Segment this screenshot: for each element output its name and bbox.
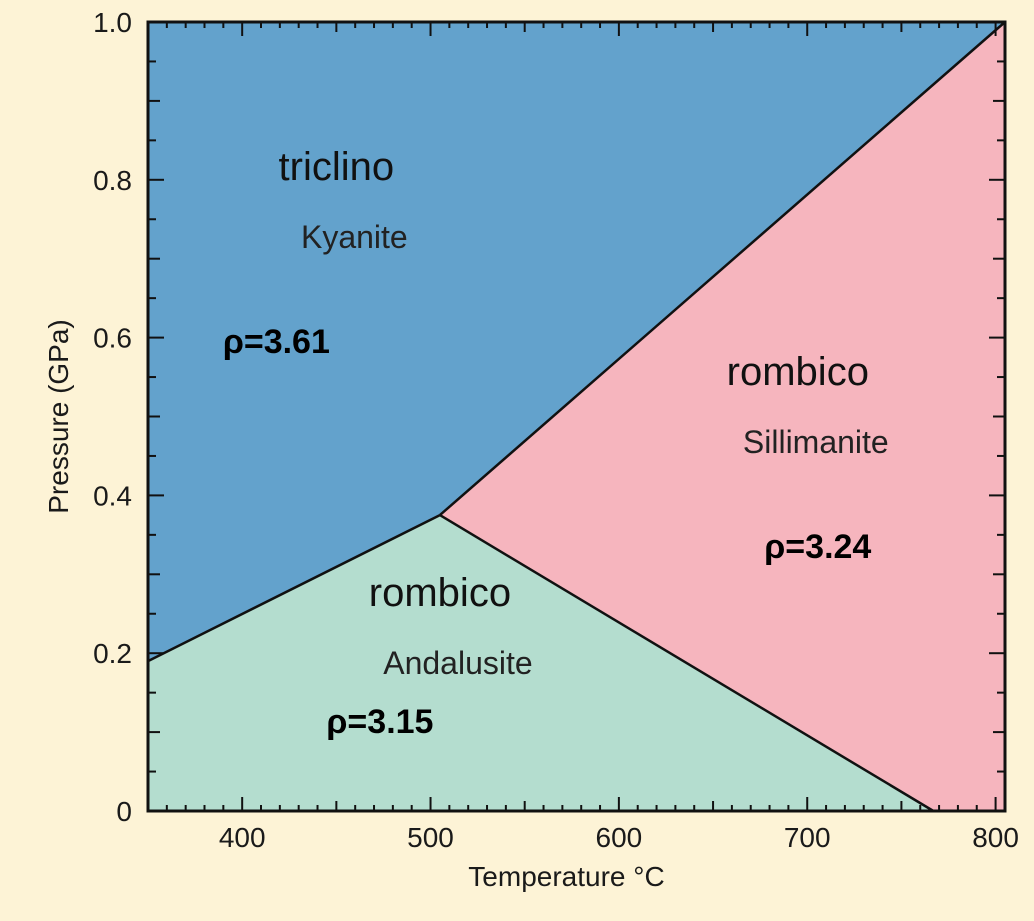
phase-density-sillimanite: ρ=3.24 bbox=[764, 528, 871, 566]
y-tick-label: 0.2 bbox=[93, 638, 132, 669]
region-andalusite bbox=[148, 515, 934, 811]
phase-system-kyanite: triclino bbox=[279, 145, 395, 189]
boundary-kyanite-andalusite bbox=[147, 513, 441, 663]
x-tick-label: 400 bbox=[219, 822, 266, 853]
phase-mineral-andalusite: Andalusite bbox=[383, 645, 532, 681]
y-tick-label: 0 bbox=[116, 796, 132, 827]
boundary-kyanite-sillimanite bbox=[439, 21, 1006, 517]
y-tick-label: 0.8 bbox=[93, 165, 132, 196]
x-axis-label: Temperature °C bbox=[468, 861, 664, 892]
phase-mineral-sillimanite: Sillimanite bbox=[743, 424, 889, 460]
y-tick-label: 1.0 bbox=[93, 7, 132, 38]
region-kyanite bbox=[148, 22, 1005, 662]
region-sillimanite bbox=[439, 22, 1005, 811]
y-tick-label: 0.6 bbox=[93, 323, 132, 354]
phase-density-andalusite: ρ=3.15 bbox=[326, 703, 433, 741]
x-tick-label: 800 bbox=[972, 822, 1019, 853]
x-tick-label: 500 bbox=[407, 822, 454, 853]
phase-regions bbox=[148, 22, 1005, 811]
phase-boundaries bbox=[147, 21, 1006, 813]
phase-density-kyanite: ρ=3.61 bbox=[223, 323, 330, 361]
tick-labels: 400 500 600 700 800 0 0.2 0.4 0.6 0.8 1.0 bbox=[93, 7, 1019, 853]
phase-system-sillimanite: rombico bbox=[727, 350, 869, 394]
phase-system-andalusite: rombico bbox=[369, 571, 511, 615]
y-tick-label: 0.4 bbox=[93, 480, 132, 511]
x-tick-label: 600 bbox=[596, 822, 643, 853]
phase-labels: triclino Kyanite ρ=3.61 rombico Sillimanite ρ… bbox=[223, 145, 889, 741]
boundary-andalusite-sillimanite bbox=[439, 514, 935, 813]
y-axis-label: Pressure (GPa) bbox=[43, 319, 74, 514]
plot-frame bbox=[146, 20, 1007, 813]
phase-mineral-kyanite: Kyanite bbox=[301, 219, 408, 255]
x-tick-label: 700 bbox=[784, 822, 831, 853]
